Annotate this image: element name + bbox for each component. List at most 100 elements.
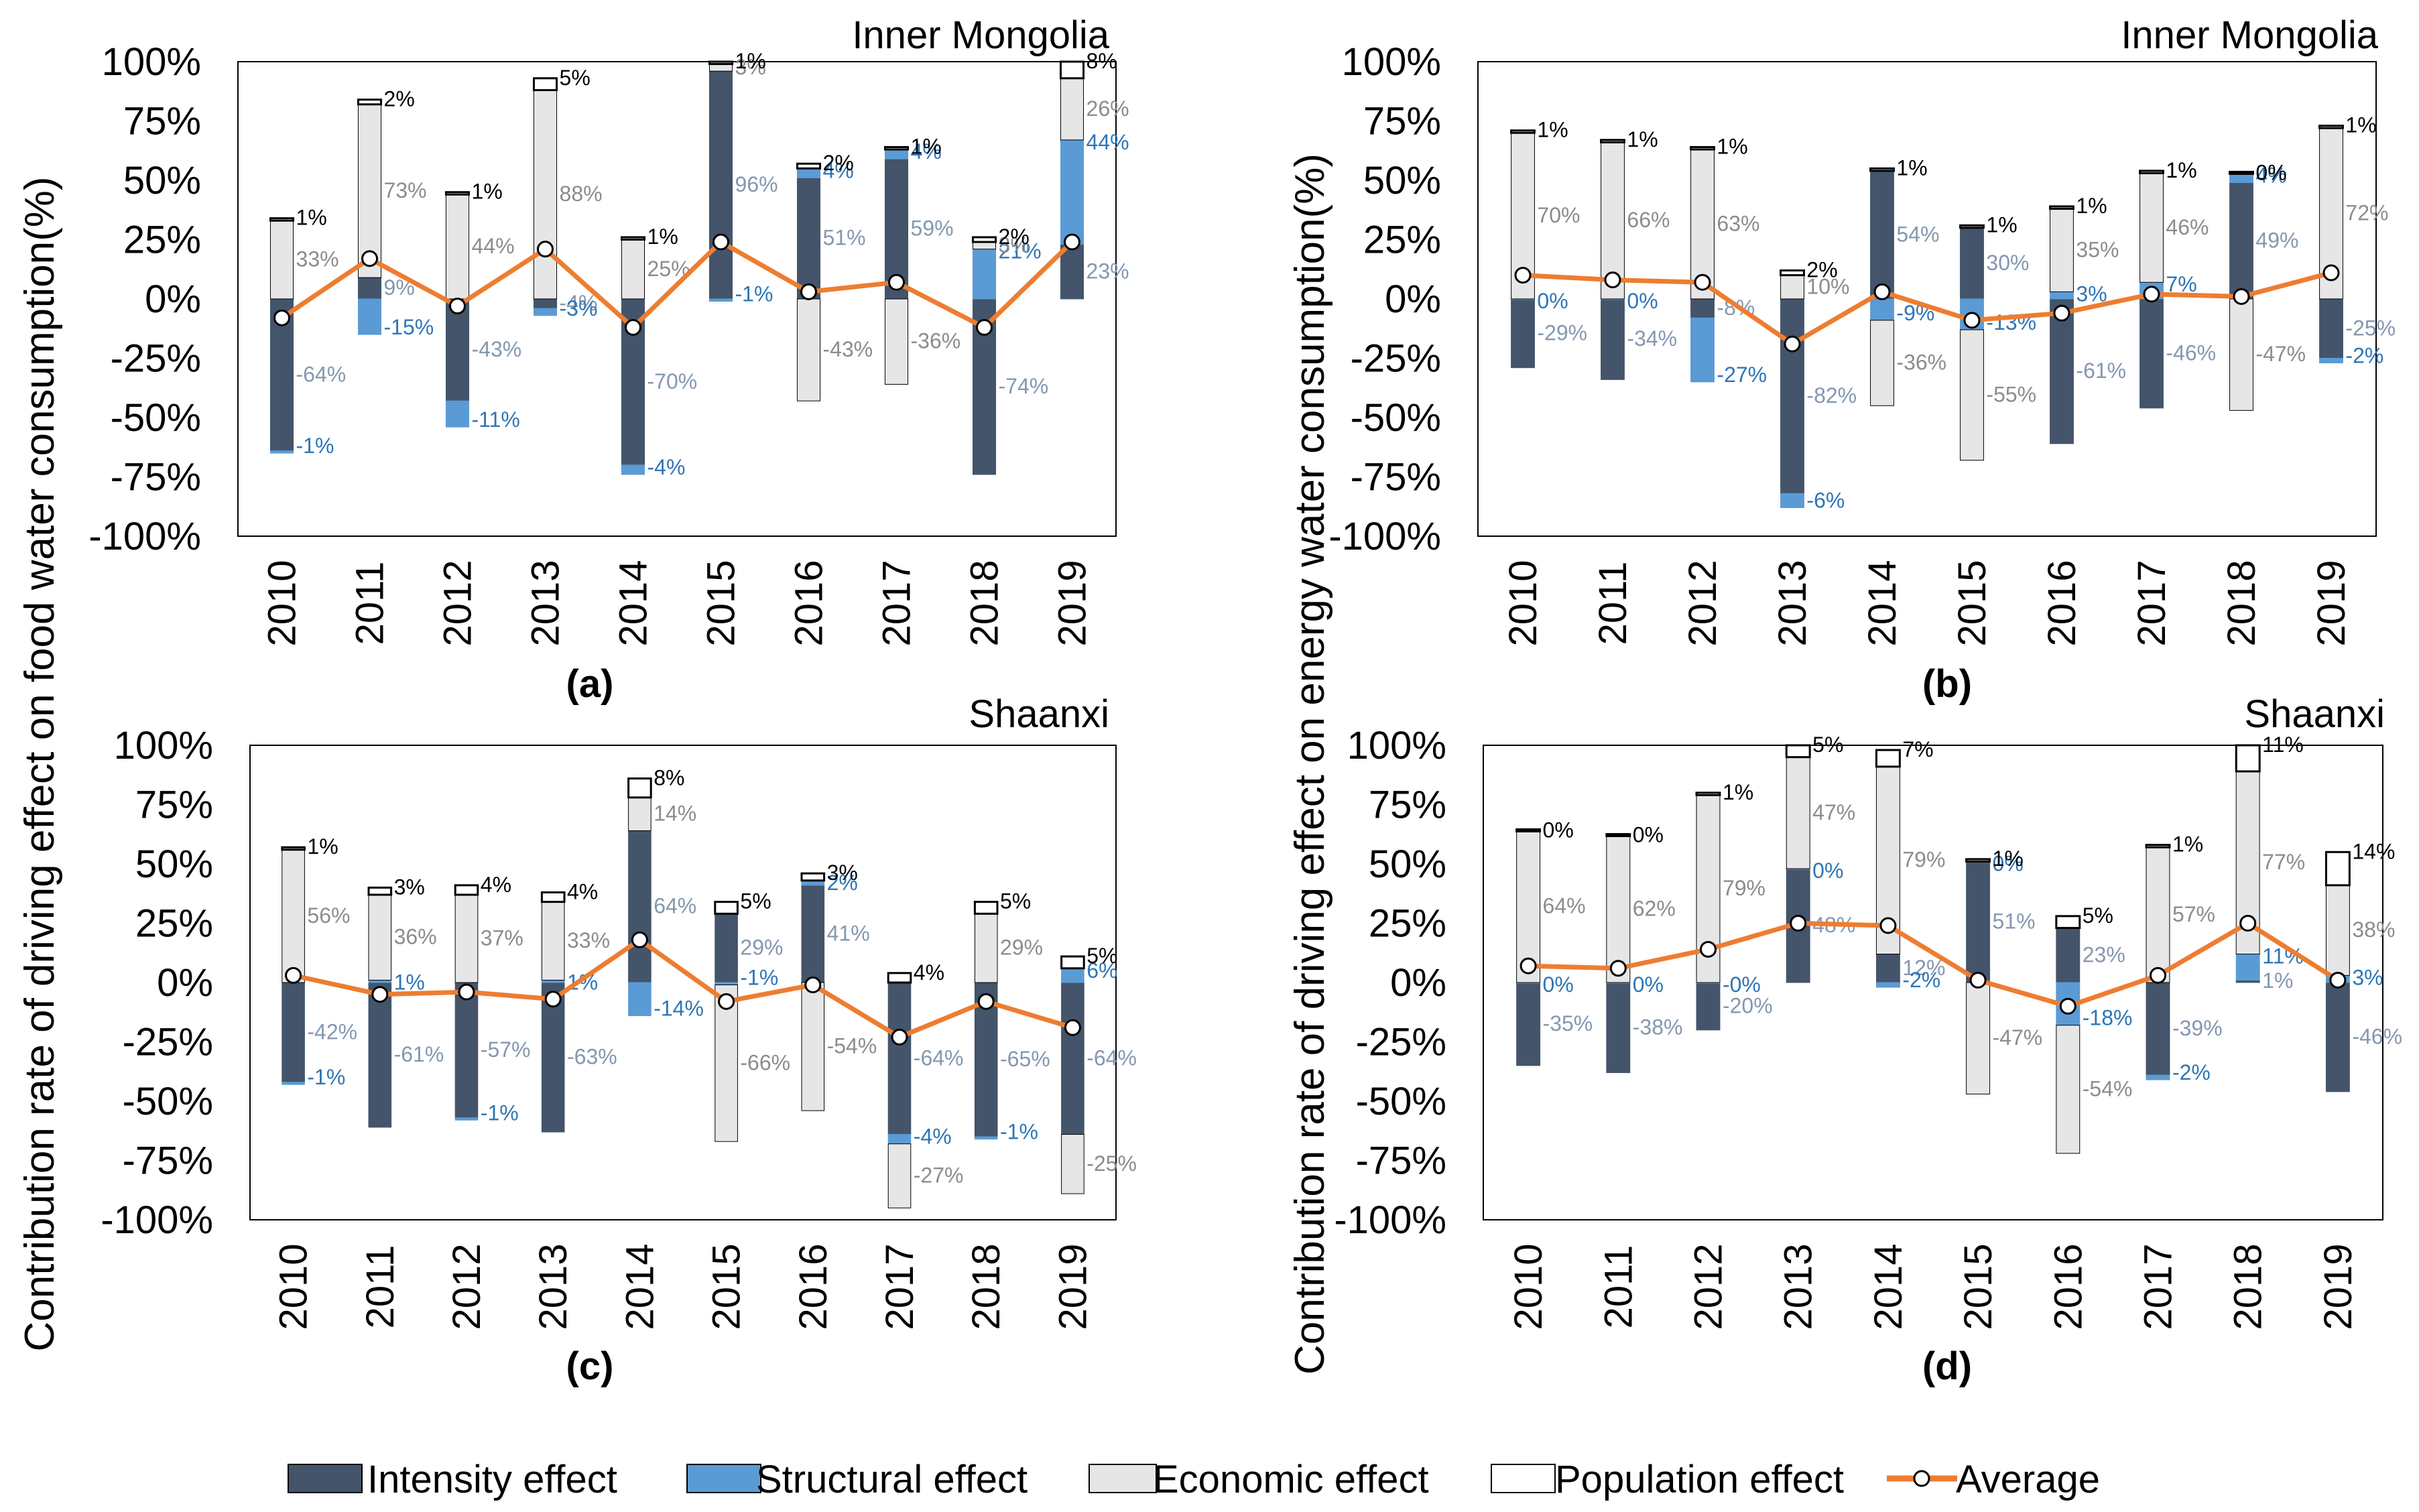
data-label-population: 4% [914, 960, 944, 985]
bar-intensity [628, 830, 652, 983]
bar-population [2318, 125, 2344, 129]
x-tick-label: 2016 [792, 1243, 835, 1330]
y-axis-label-left: Contribution rate of driving effect on f… [17, 176, 63, 1351]
bar-economic [2056, 1025, 2081, 1154]
average-line [1528, 920, 2339, 1009]
data-label-economic: 14% [654, 802, 696, 826]
data-label-population: 1% [911, 134, 942, 158]
data-label-intensity: 96% [735, 172, 778, 196]
data-label-structural: 0% [1627, 289, 1658, 313]
bar-population [444, 191, 471, 196]
data-label-population: 11% [2262, 733, 2304, 757]
average-point [273, 309, 290, 326]
data-label-intensity: -38% [1633, 1015, 1683, 1039]
data-label-intensity: -64% [1087, 1046, 1137, 1070]
data-label-structural: 44% [1087, 130, 1129, 154]
data-label-economic: 44% [472, 234, 515, 258]
y-tick-label: -50% [111, 396, 201, 440]
legend-label-population: Population effect [1555, 1458, 1844, 1501]
average-point [2322, 264, 2340, 281]
data-label-intensity: 51% [823, 226, 866, 250]
bar-intensity [2056, 928, 2081, 983]
y-tick-label: -75% [111, 456, 201, 499]
data-label-economic: 72% [2345, 201, 2388, 225]
bar-intensity [1875, 954, 1900, 983]
bar-intensity [1780, 298, 1804, 494]
panel-title: Shaanxi [2244, 692, 2385, 736]
x-tick-label: 2014 [612, 560, 656, 646]
panel-title: Inner Mongolia [2121, 13, 2378, 57]
data-label-economic: 35% [2076, 237, 2119, 261]
y-tick-label: 100% [1342, 40, 1441, 84]
data-label-economic: -36% [911, 329, 961, 353]
bar-structural [282, 1082, 305, 1085]
bar-intensity [1966, 861, 1991, 983]
data-label-economic: -25% [1087, 1151, 1137, 1176]
average-point [977, 993, 995, 1010]
average-point [625, 318, 641, 336]
data-label-structural: -2% [1902, 968, 1940, 992]
average-point [1963, 312, 1981, 329]
average-point [361, 250, 378, 267]
bar-economic [708, 64, 733, 72]
data-label-structural: 4% [2255, 163, 2286, 187]
data-label-population: 2% [999, 225, 1030, 249]
legend: Intensity effect Structural effect Econo… [288, 1458, 2100, 1501]
legend-label-intensity: Intensity effect [367, 1458, 617, 1501]
y-tick-label: 25% [1369, 902, 1446, 946]
x-tick-label: 2015 [700, 560, 743, 646]
bar-population [1515, 828, 1542, 832]
data-label-population: 3% [394, 875, 425, 899]
average-point [2329, 971, 2347, 989]
bar-intensity [801, 885, 825, 983]
x-tick-label: 2015 [1950, 560, 1994, 646]
data-label-population: 5% [1000, 889, 1031, 914]
panel-a: 100% 75% 50% 25% 0% -25% -50% -75% -100% Inner Mo… [88, 13, 1129, 706]
x-tick-label: 2016 [2040, 560, 2084, 646]
average-point [285, 966, 302, 984]
y-tick-label: -75% [123, 1139, 213, 1183]
x-tick-label: 2011 [1591, 562, 1635, 645]
legend-swatch-intensity [288, 1464, 363, 1493]
y-tick-label: -75% [1356, 1139, 1446, 1183]
bar-structural [1780, 493, 1804, 509]
y-tick-label: -50% [123, 1080, 213, 1123]
y-tick-label: 100% [102, 40, 201, 84]
data-label-economic: 63% [1717, 211, 1759, 235]
bar-economic [801, 982, 825, 1111]
data-label-structural: 3% [2076, 281, 2107, 306]
x-tick-label: 2014 [618, 1243, 662, 1330]
legend-swatch-structural [686, 1464, 761, 1493]
data-label-population: 1% [1627, 127, 1658, 151]
plot-area [237, 61, 1117, 537]
data-label-population: 1% [2172, 832, 2203, 857]
y-tick-label: 100% [114, 724, 213, 767]
data-label-economic: -54% [2083, 1076, 2133, 1100]
bar-population [620, 236, 646, 241]
data-label-structural: 6% [1087, 958, 1117, 983]
x-tick-label: 2018 [2220, 560, 2263, 646]
bar-population [1695, 792, 1721, 796]
bar-structural [621, 464, 645, 475]
bar-economic [1960, 329, 1984, 461]
data-label-population: 1% [1537, 118, 1568, 142]
data-label-economic: 64% [1543, 894, 1586, 918]
bar-structural [1690, 317, 1715, 383]
data-label-economic: 79% [1902, 848, 1945, 872]
bar-economic [1780, 275, 1804, 300]
x-tick-label: 2010 [261, 560, 304, 646]
bar-structural [357, 298, 382, 335]
bar-structural [2050, 291, 2074, 300]
data-label-population: 2% [384, 87, 415, 111]
data-label-intensity: -46% [2166, 340, 2216, 365]
x-tick-label: 2013 [1771, 560, 1814, 646]
y-tick-label: -25% [1356, 1021, 1446, 1064]
panel-b: 100% 75% 50% 25% 0% -25% -50% -75% -100% Inner Mo… [1328, 13, 2396, 706]
bar-economic [628, 797, 652, 831]
data-label-economic: 38% [2352, 918, 2395, 942]
bar-intensity [796, 177, 821, 300]
y-tick-label: 0% [1390, 961, 1446, 1005]
x-tick-label: 2010 [1507, 1243, 1550, 1330]
bar-economic [533, 89, 558, 300]
data-label-population: 1% [2345, 113, 2376, 137]
